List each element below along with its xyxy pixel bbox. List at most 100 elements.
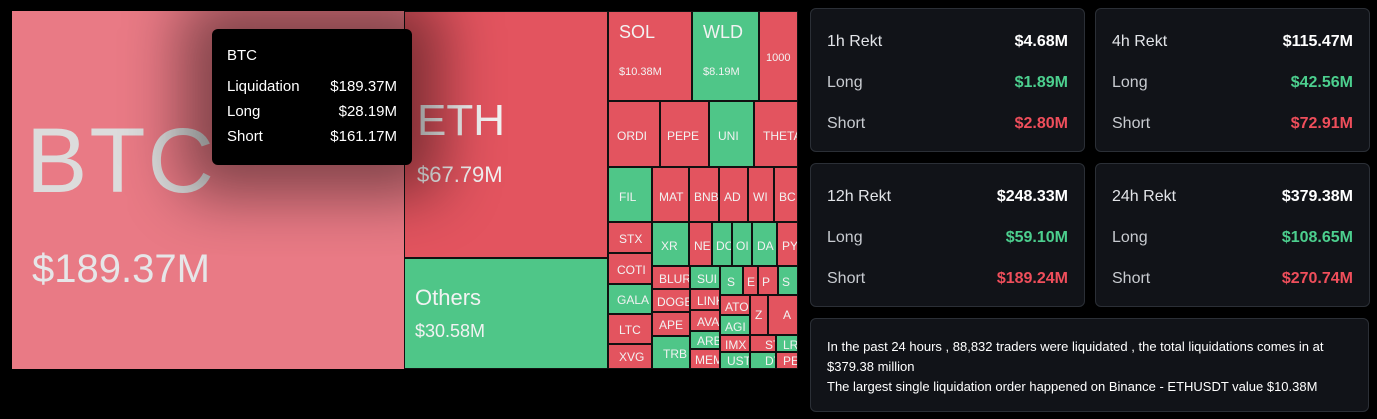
treemap-cell-ltc[interactable]: LTC	[608, 314, 652, 344]
treemap-cell-sol[interactable]: SOL $10.38M	[608, 11, 692, 101]
treemap-cell-uni[interactable]: UNI	[709, 101, 754, 167]
treemap-cell-1000[interactable]: 1000	[759, 11, 798, 101]
treemap-cell-others[interactable]: Others $30.58M	[404, 258, 608, 369]
long-value: $59.10M	[1005, 228, 1068, 246]
treemap-cell-imx[interactable]: IMX	[720, 335, 750, 352]
treemap-cell-s[interactable]: S	[778, 266, 798, 295]
cell-symbol: S	[782, 275, 791, 289]
tooltip-value: $28.19M	[338, 103, 397, 120]
cell-symbol: FIL	[619, 190, 637, 204]
card-24h: 24h Rekt $379.38M Long $108.65M Short $2…	[1095, 163, 1370, 307]
treemap-cell-st[interactable]: ST	[750, 335, 776, 352]
card-long-row: Long $59.10M	[827, 217, 1068, 258]
treemap-cell-coti[interactable]: COTI	[608, 253, 652, 284]
treemap-cell-arb[interactable]: ARB	[690, 331, 720, 349]
treemap-cell-doge[interactable]: DOGE	[652, 289, 690, 312]
card-title: 1h Rekt	[827, 32, 883, 50]
cell-symbol: WLD	[703, 22, 743, 42]
treemap-cell-bnb[interactable]: BNB	[689, 167, 719, 222]
cell-symbol: SOL	[619, 22, 656, 42]
tooltip-label: Long	[227, 103, 261, 120]
treemap-cell-wi[interactable]: WI	[748, 167, 774, 222]
long-label: Long	[827, 228, 863, 246]
treemap-cell-ad[interactable]: AD	[719, 167, 748, 222]
cell-symbol: LTC	[619, 323, 641, 337]
cell-symbol: Z	[755, 308, 763, 322]
treemap-cell-e[interactable]: E	[743, 266, 758, 295]
short-label: Short	[827, 269, 866, 287]
card-1h: 1h Rekt $4.68M Long $1.89M Short $2.80M	[810, 8, 1085, 152]
summary-panel: In the past 24 hours , 88,832 traders we…	[810, 318, 1369, 412]
cell-symbol: DOGE	[657, 295, 689, 309]
treemap-cell-lr[interactable]: LR	[776, 335, 798, 352]
treemap-cell-theta[interactable]: THETA	[754, 101, 798, 167]
cell-value: $8.19M	[703, 66, 740, 78]
cell-symbol: DC	[716, 239, 731, 253]
treemap-cell-ne[interactable]: NE	[689, 222, 712, 266]
treemap-cell-blur[interactable]: BLUR	[652, 266, 690, 289]
cell-value: $189.37M	[32, 247, 210, 291]
cell-symbol: PY	[782, 239, 797, 253]
tooltip-value: $161.17M	[330, 128, 397, 145]
card-title: 12h Rekt	[827, 187, 892, 205]
cell-symbol: XVG	[619, 350, 645, 364]
treemap-cell-ato[interactable]: ATO	[720, 295, 750, 315]
treemap-cell-xr[interactable]: XR	[652, 222, 689, 266]
card-header: 4h Rekt $115.47M	[1112, 21, 1353, 62]
treemap-cell-z[interactable]: Z	[750, 295, 768, 335]
card-short-row: Short $2.80M	[827, 103, 1068, 144]
cell-symbol: PE	[783, 354, 797, 368]
tooltip-label: Liquidation	[227, 78, 300, 95]
card-long-row: Long $1.89M	[827, 62, 1068, 103]
treemap-cell-pepe[interactable]: PEPE	[660, 101, 709, 167]
treemap-cell-agi[interactable]: AGI	[720, 315, 750, 335]
treemap-cell-s[interactable]: S	[720, 266, 743, 295]
treemap-cell-p[interactable]: P	[758, 266, 778, 295]
treemap-cell-xvg[interactable]: XVG	[608, 344, 652, 369]
treemap-cell-dc[interactable]: DC	[712, 222, 732, 266]
short-label: Short	[827, 114, 866, 132]
cell-symbol: UNI	[718, 129, 739, 143]
card-total: $248.33M	[996, 187, 1068, 205]
treemap-cell-mat[interactable]: MAT	[652, 167, 689, 222]
treemap-cell-a[interactable]: A	[768, 295, 798, 335]
tooltip: BTC Liquidation $189.37M Long $28.19M Sh…	[212, 29, 412, 165]
card-title: 4h Rekt	[1112, 32, 1168, 50]
treemap-cell-stx[interactable]: STX	[608, 222, 652, 253]
cell-symbol: SUI	[697, 272, 718, 286]
cell-symbol: P	[762, 275, 771, 289]
tooltip-row-liquidation: Liquidation $189.37M	[227, 78, 397, 95]
cell-symbol: MEM	[695, 353, 719, 367]
treemap-cell-mem[interactable]: MEM	[690, 349, 720, 369]
cell-symbol: OI	[736, 239, 749, 253]
treemap-cell-py[interactable]: PY	[777, 222, 798, 266]
treemap-cell-bc[interactable]: BC	[774, 167, 798, 222]
treemap-cell-gala[interactable]: GALA	[608, 284, 652, 314]
tooltip-title: BTC	[227, 47, 257, 64]
treemap-cell-ordi[interactable]: ORDI	[608, 101, 660, 167]
cell-symbol: 1000	[766, 52, 791, 64]
treemap-cell-ape[interactable]: APE	[652, 312, 690, 336]
card-header: 24h Rekt $379.38M	[1112, 176, 1353, 217]
short-value: $2.80M	[1014, 114, 1068, 132]
cell-symbol: NE	[694, 239, 711, 253]
treemap-cell-link[interactable]: LINK	[690, 289, 720, 310]
treemap-cell-da[interactable]: DA	[752, 222, 777, 266]
treemap-cell-pe[interactable]: PE	[776, 352, 798, 369]
treemap-cell-sui[interactable]: SUI	[690, 266, 720, 289]
treemap-cell-fil[interactable]: FIL	[608, 167, 652, 222]
cell-value: $67.79M	[417, 162, 503, 187]
cell-symbol: STX	[619, 232, 643, 246]
treemap-cell-dy[interactable]: DY	[750, 352, 776, 369]
cell-value: $30.58M	[415, 321, 486, 341]
card-total: $379.38M	[1281, 187, 1353, 205]
short-label: Short	[1112, 269, 1151, 287]
treemap-cell-avax[interactable]: AVAX	[690, 310, 720, 331]
treemap-cell-eth[interactable]: ETH $67.79M	[404, 11, 608, 258]
treemap-cell-oi[interactable]: OI	[732, 222, 752, 266]
cell-symbol: ARB	[697, 334, 719, 348]
cell-symbol: Others	[415, 285, 482, 310]
treemap-cell-ust[interactable]: UST	[720, 352, 750, 369]
treemap-cell-wld[interactable]: WLD $8.19M	[692, 11, 759, 101]
treemap-cell-trb[interactable]: TRB	[652, 336, 690, 369]
